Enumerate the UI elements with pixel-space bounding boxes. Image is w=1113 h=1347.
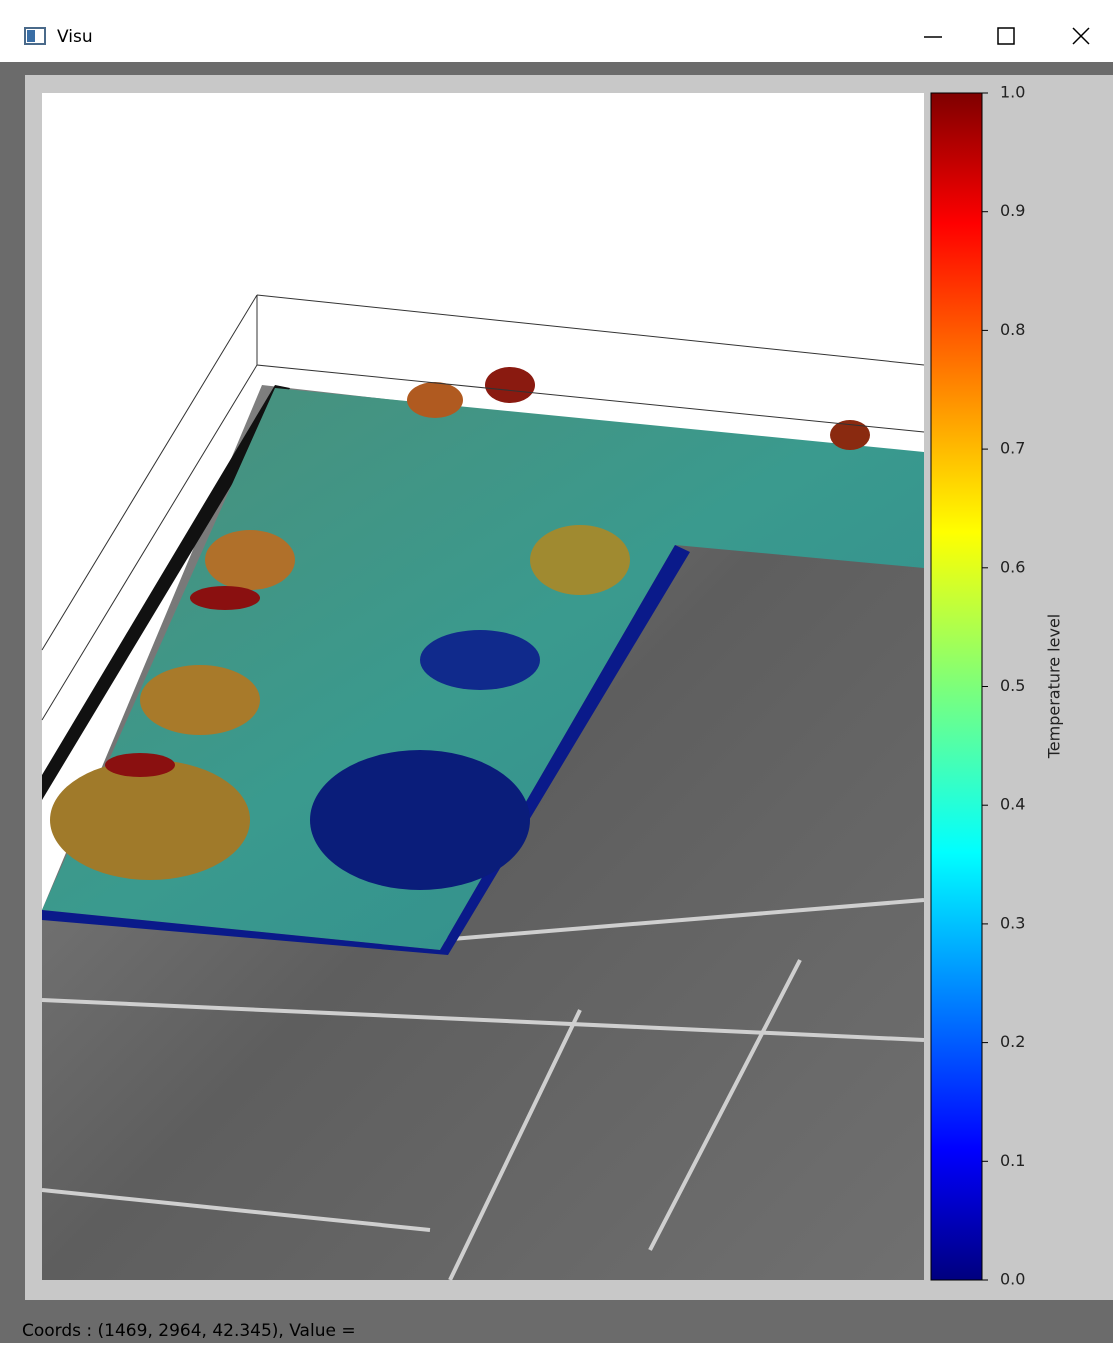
tick-label: 0.7 [1000,439,1025,458]
tick-label: 0.8 [1000,320,1025,339]
tick-label: 1.0 [1000,83,1025,102]
hot-zone [105,753,175,777]
scene [41,294,925,1281]
hot-zone [205,530,295,590]
tick-label: 0.9 [1000,201,1025,220]
title-bar [0,0,1113,62]
hot-zone [485,367,535,403]
hot-zone [190,586,260,610]
plot-shadow [42,385,290,800]
window-title: Visu [57,27,93,47]
hot-zone [50,760,250,880]
hot-zone [530,525,630,595]
colorbar-ticks: 0.0 0.1 0.2 0.3 0.4 0.5 0.6 0.7 0.8 0.9 1.0 [982,83,1025,1289]
hot-zone [407,382,463,418]
chip-traces [41,898,925,1281]
tick-label: 0.1 [1000,1151,1025,1170]
tick-label: 0.4 [1000,795,1025,814]
cold-zone [310,750,530,890]
maximize-button[interactable] [997,27,1015,45]
hot-zone [830,420,870,450]
app-icon [27,30,35,42]
hot-zone [140,665,260,735]
cold-zone [420,630,540,690]
heat-edge [42,545,690,955]
close-button[interactable] [1072,27,1090,45]
status-text: Coords : (1469, 2964, 42.345), Value = [22,1321,356,1341]
tick-label: 0.6 [1000,557,1025,576]
axes-box [41,294,925,721]
tick-label: 0.2 [1000,1032,1025,1051]
colorbar [930,92,983,1281]
tick-label: 0.5 [1000,676,1025,695]
tick-label: 0.3 [1000,913,1025,932]
tick-label: 0.0 [1000,1270,1025,1289]
colorbar-label: Temperature level [1045,614,1064,759]
